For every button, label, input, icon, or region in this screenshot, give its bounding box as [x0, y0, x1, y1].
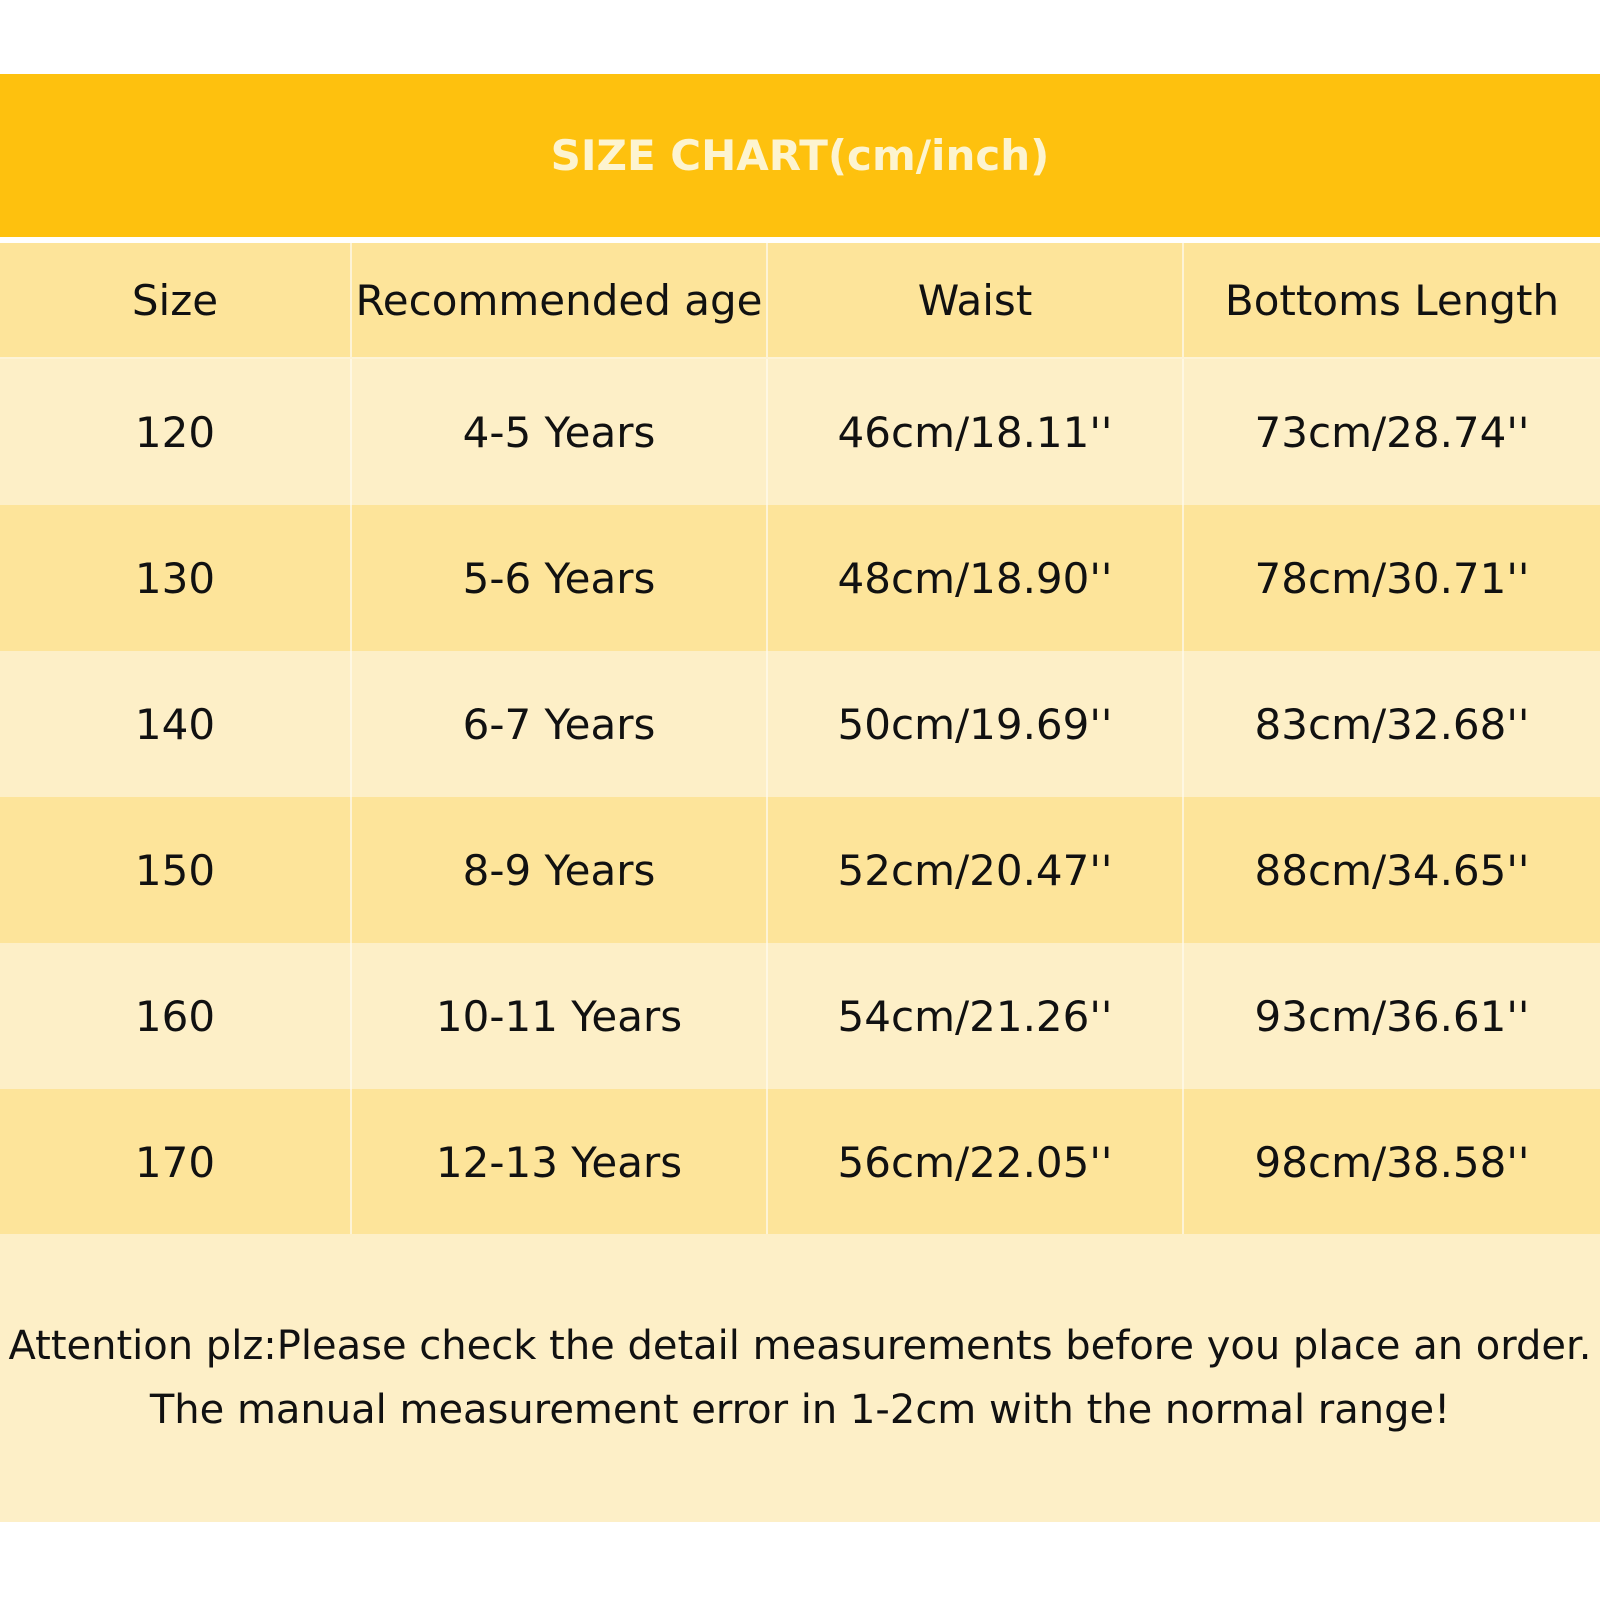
cell-waist: 50cm/19.69'': [768, 651, 1184, 797]
table-row: 140 6-7 Years 50cm/19.69'' 83cm/32.68'': [0, 651, 1600, 797]
attention-notice: Attention plz:Please check the detail me…: [0, 1234, 1600, 1522]
cell-size: 120: [0, 359, 352, 505]
header-bottoms-length: Bottoms Length: [1184, 243, 1600, 357]
table-row: 170 12-13 Years 56cm/22.05'' 98cm/38.58'…: [0, 1089, 1600, 1235]
cell-bottoms-length: 98cm/38.58'': [1184, 1089, 1600, 1235]
title-bar: SIZE CHART(cm/inch): [0, 74, 1600, 237]
cell-size: 140: [0, 651, 352, 797]
cell-size: 160: [0, 943, 352, 1089]
table-row: 130 5-6 Years 48cm/18.90'' 78cm/30.71'': [0, 505, 1600, 651]
cell-size: 130: [0, 505, 352, 651]
table-header-row: Size Recommended age Waist Bottoms Lengt…: [0, 243, 1600, 359]
cell-size: 170: [0, 1089, 352, 1235]
cell-waist: 52cm/20.47'': [768, 797, 1184, 943]
cell-age: 5-6 Years: [352, 505, 768, 651]
header-size: Size: [0, 243, 352, 357]
cell-age: 12-13 Years: [352, 1089, 768, 1235]
cell-waist: 48cm/18.90'': [768, 505, 1184, 651]
cell-age: 10-11 Years: [352, 943, 768, 1089]
cell-bottoms-length: 83cm/32.68'': [1184, 651, 1600, 797]
notice-line-1: Attention plz:Please check the detail me…: [8, 1323, 1592, 1369]
cell-age: 6-7 Years: [352, 651, 768, 797]
cell-waist: 56cm/22.05'': [768, 1089, 1184, 1235]
cell-waist: 54cm/21.26'': [768, 943, 1184, 1089]
chart-title: SIZE CHART(cm/inch): [550, 131, 1050, 180]
cell-bottoms-length: 78cm/30.71'': [1184, 505, 1600, 651]
cell-bottoms-length: 73cm/28.74'': [1184, 359, 1600, 505]
header-recommended-age: Recommended age: [352, 243, 768, 357]
cell-waist: 46cm/18.11'': [768, 359, 1184, 505]
cell-size: 150: [0, 797, 352, 943]
header-waist: Waist: [768, 243, 1184, 357]
cell-bottoms-length: 93cm/36.61'': [1184, 943, 1600, 1089]
cell-age: 8-9 Years: [352, 797, 768, 943]
size-table: Size Recommended age Waist Bottoms Lengt…: [0, 243, 1600, 1235]
table-row: 120 4-5 Years 46cm/18.11'' 73cm/28.74'': [0, 359, 1600, 505]
cell-bottoms-length: 88cm/34.65'': [1184, 797, 1600, 943]
table-row: 160 10-11 Years 54cm/21.26'' 93cm/36.61'…: [0, 943, 1600, 1089]
cell-age: 4-5 Years: [352, 359, 768, 505]
notice-line-2: The manual measurement error in 1-2cm wi…: [149, 1387, 1451, 1433]
table-row: 150 8-9 Years 52cm/20.47'' 88cm/34.65'': [0, 797, 1600, 943]
